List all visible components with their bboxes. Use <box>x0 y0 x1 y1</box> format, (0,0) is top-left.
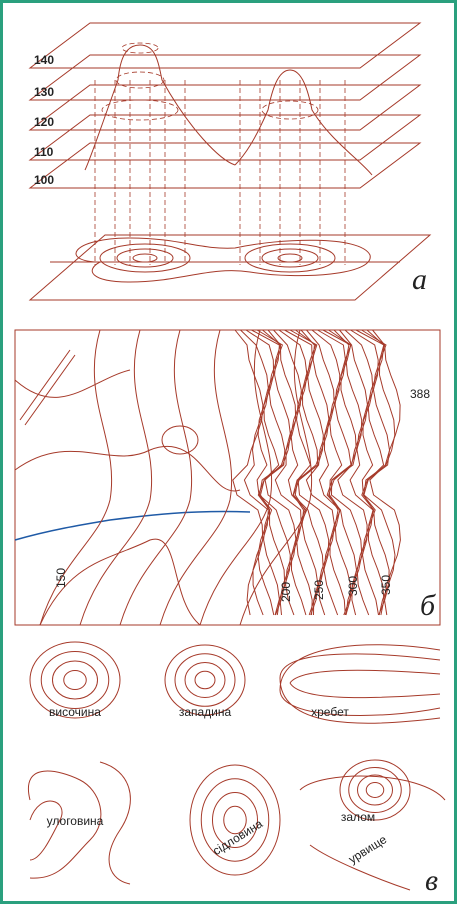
contour <box>350 329 379 616</box>
contour <box>289 329 319 616</box>
contour <box>200 778 270 862</box>
form-label: улоговина <box>47 814 104 828</box>
panel-letter: а <box>412 263 427 296</box>
panel-a: а 140 130 120 110 100 <box>28 22 432 301</box>
contour <box>159 329 233 626</box>
contour <box>363 329 396 616</box>
panel-b: 388 б 150 200 250 300 350 <box>14 329 441 626</box>
contour <box>212 792 258 848</box>
plane <box>28 114 422 161</box>
panel-letter: в <box>425 864 438 897</box>
panel-letter: б <box>420 589 436 622</box>
level-label: 140 <box>34 53 54 67</box>
plane <box>28 54 422 101</box>
plane <box>28 22 422 69</box>
contour <box>240 329 270 616</box>
contour <box>232 329 264 616</box>
contour-label: 300 <box>346 576 360 596</box>
contour <box>256 329 286 616</box>
contour <box>164 644 246 716</box>
contour <box>189 764 281 876</box>
contour <box>278 329 308 616</box>
contour <box>311 329 341 616</box>
contour <box>63 670 87 690</box>
form-label: западина <box>179 705 232 719</box>
contour <box>326 329 358 616</box>
contour <box>40 651 110 709</box>
contour <box>369 329 401 616</box>
contour <box>79 329 153 626</box>
contour <box>264 329 297 616</box>
peak-label: 388 <box>410 387 430 401</box>
contour <box>239 329 313 626</box>
plane <box>28 142 422 189</box>
level-label: 130 <box>34 85 54 99</box>
contour <box>194 670 216 690</box>
contour <box>365 782 385 798</box>
contour <box>52 660 98 700</box>
contour <box>339 759 411 821</box>
contour-label: 350 <box>379 575 393 595</box>
contour <box>39 329 113 626</box>
level-label: 120 <box>34 115 54 129</box>
contour <box>119 329 193 626</box>
contour-label: 250 <box>312 580 326 600</box>
form-label: залом <box>341 810 375 824</box>
contour <box>317 329 347 616</box>
contour <box>344 329 374 616</box>
form-label: височина <box>49 705 101 719</box>
plane <box>28 84 422 131</box>
contour <box>223 805 247 835</box>
contour <box>273 329 302 616</box>
contour <box>174 653 236 707</box>
form-label: хребет <box>311 705 349 719</box>
contour <box>357 774 393 806</box>
contour <box>348 767 402 813</box>
contour <box>29 641 121 719</box>
level-label: 100 <box>34 173 54 187</box>
contour <box>330 329 363 616</box>
level-label: 110 <box>34 145 54 159</box>
contour-label: 200 <box>279 582 293 602</box>
contour <box>199 329 273 626</box>
contour <box>305 329 336 616</box>
contour-label: 150 <box>54 568 68 588</box>
contour <box>184 662 226 698</box>
